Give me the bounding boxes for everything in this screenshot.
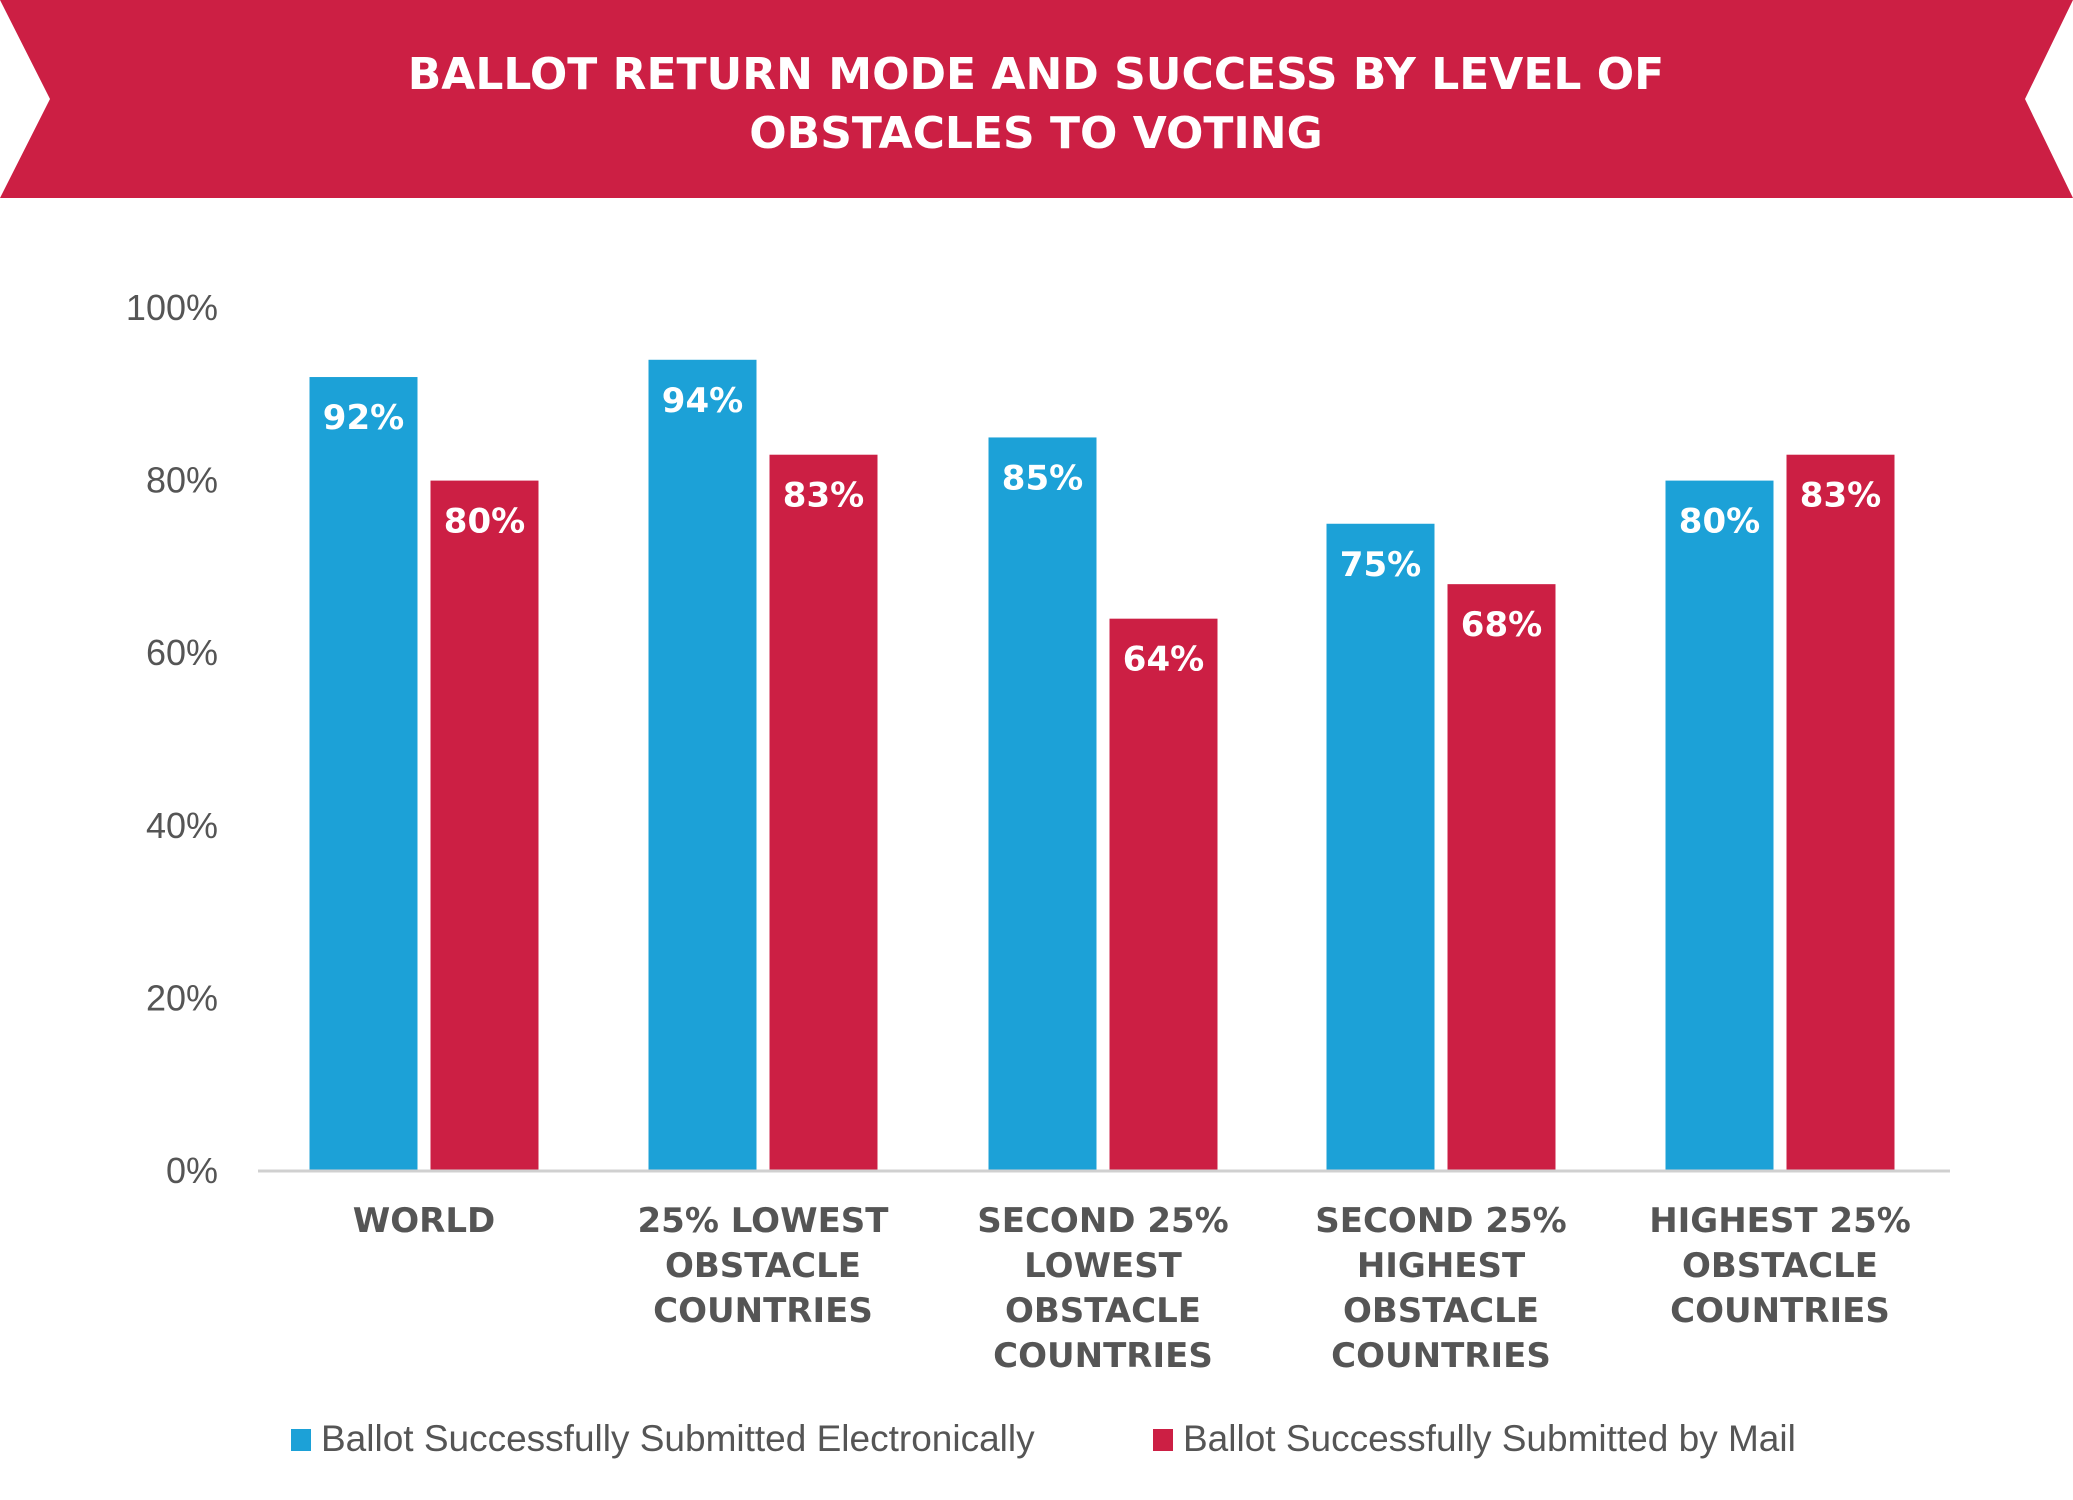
category-label: OBSTACLE [1343,1291,1539,1331]
legend: Ballot Successfully Submitted Electronic… [291,1418,1796,1459]
y-tick-label: 40% [146,805,218,846]
category-label: COUNTRIES [1331,1336,1551,1376]
chart-title-line-1: BALLOT RETURN MODE AND SUCCESS BY LEVEL … [408,49,1664,100]
y-tick-label: 20% [146,977,218,1018]
bar-electronic [1326,523,1435,1171]
bar-mail [769,454,878,1172]
bar-electronic [648,359,757,1171]
legend-swatch [291,1429,311,1451]
y-tick-label: 60% [146,632,218,673]
bar-electronic [309,377,418,1171]
category-label: COUNTRIES [1670,1291,1890,1331]
bar-mail [430,480,539,1172]
category-label: LOWEST [1024,1246,1183,1286]
data-label: 83% [783,476,864,516]
y-tick-label: 80% [146,460,218,501]
chart-title-line-2: OBSTACLES TO VOTING [749,108,1322,159]
category-label: SECOND 25% [1315,1201,1566,1241]
data-label: 68% [1461,605,1542,645]
data-label: 64% [1123,640,1204,680]
category-label: HIGHEST 25% [1649,1201,1911,1241]
data-label: 80% [1679,502,1760,542]
y-tick-label: 100% [126,287,218,328]
category-label: OBSTACLE [1682,1246,1878,1286]
category-label: 25% LOWEST [638,1201,890,1241]
legend-label: Ballot Successfully Submitted Electronic… [321,1418,1035,1459]
bar-mail [1109,618,1218,1171]
data-label: 80% [444,502,525,542]
y-axis: 0% 20% 40% 60% 80% 100% [126,287,218,1191]
category-label: OBSTACLE [1005,1291,1201,1331]
bar-mail [1786,454,1895,1172]
x-axis-categories: WORLD 25% LOWEST OBSTACLE COUNTRIES SECOND 2… [353,1201,1911,1376]
category-label: SECOND 25% [977,1201,1228,1241]
data-label: 94% [662,381,743,421]
bar-mail [1447,584,1556,1171]
data-label: 92% [323,398,404,438]
category-label: COUNTRIES [653,1291,873,1331]
data-label: 83% [1800,476,1881,516]
category-label: WORLD [353,1201,495,1241]
bar-electronic [1665,480,1774,1172]
bars: 92% 94% 85% 75% 80% 80% 83% 64% 68% 83% [309,359,1895,1172]
legend-label: Ballot Successfully Submitted by Mail [1183,1418,1796,1459]
legend-swatch [1153,1429,1173,1451]
category-label: HIGHEST [1357,1246,1526,1286]
title-banner [0,0,2073,198]
data-label: 85% [1002,458,1083,498]
bar-electronic [988,437,1097,1171]
y-tick-label: 0% [166,1150,218,1191]
data-label: 75% [1340,545,1421,585]
category-label: COUNTRIES [993,1336,1213,1376]
category-label: OBSTACLE [665,1246,861,1286]
